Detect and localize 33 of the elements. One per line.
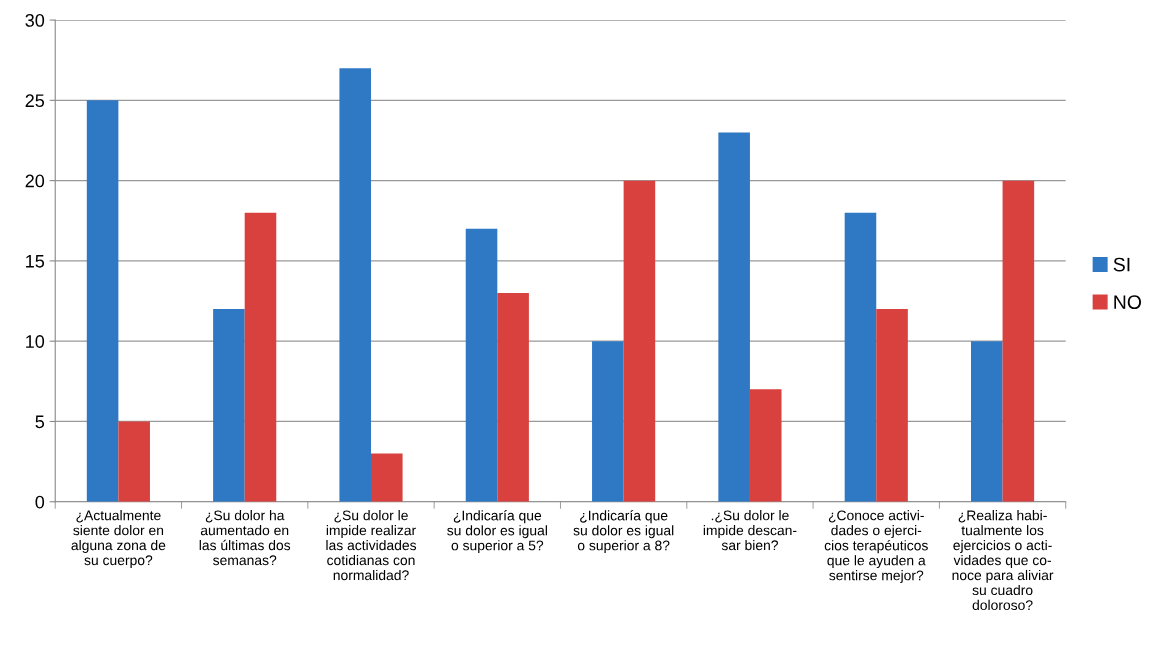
bar	[749, 389, 782, 502]
legend-label: NO	[1114, 295, 1142, 309]
legend-label: SI	[1113, 257, 1130, 272]
x-tick-label: ¿Su dolor ha aumentado en las últimas dos semanas?	[199, 510, 291, 566]
bar	[1002, 180, 1035, 502]
x-tick-label: ¿Realiza habi- tualmente los ejercicios o acti- vidades que co- noce para aliviar su cuadro doloroso?	[952, 510, 1054, 611]
bar	[970, 341, 1003, 502]
bar	[465, 228, 498, 502]
bar	[718, 132, 750, 502]
y-tick-label: 20	[25, 174, 45, 188]
bar	[497, 293, 529, 502]
bar	[844, 212, 877, 502]
x-tick-label: ¿Indicaría que su dolor es igual o superior a 8?	[573, 510, 674, 554]
bar	[339, 68, 372, 502]
y-tick-label: 10	[26, 335, 45, 348]
x-tick-label: ¿Indicaría que su dolor es igual o superior a 5?	[447, 510, 547, 554]
x-tick-label: ¿Su dolor le impide realizar las actividades cotidianas con normalidad?	[326, 510, 417, 581]
bar	[623, 180, 656, 502]
bar	[213, 309, 245, 502]
y-tick-label: 15	[26, 255, 45, 268]
bar	[86, 100, 119, 502]
y-tick-label: 5	[35, 415, 45, 429]
bar	[876, 309, 908, 502]
bar	[371, 453, 403, 502]
bar	[244, 212, 277, 502]
bar	[592, 341, 624, 502]
x-tick-label: .¿Su dolor le impide descan- sar bien?	[703, 510, 797, 551]
bar	[118, 421, 150, 502]
x-tick-label: ¿Conoce activi- dades o ejerci- cios terapéuticos que le ayuden a sentirse mejor?	[824, 510, 928, 584]
y-tick-label: 0	[35, 495, 45, 509]
y-tick-label: 30	[25, 14, 45, 27]
y-tick-label: 25	[25, 94, 45, 108]
x-tick-label: ¿Actualmente siente dolor en alguna zona de su cuerpo?	[71, 510, 166, 568]
